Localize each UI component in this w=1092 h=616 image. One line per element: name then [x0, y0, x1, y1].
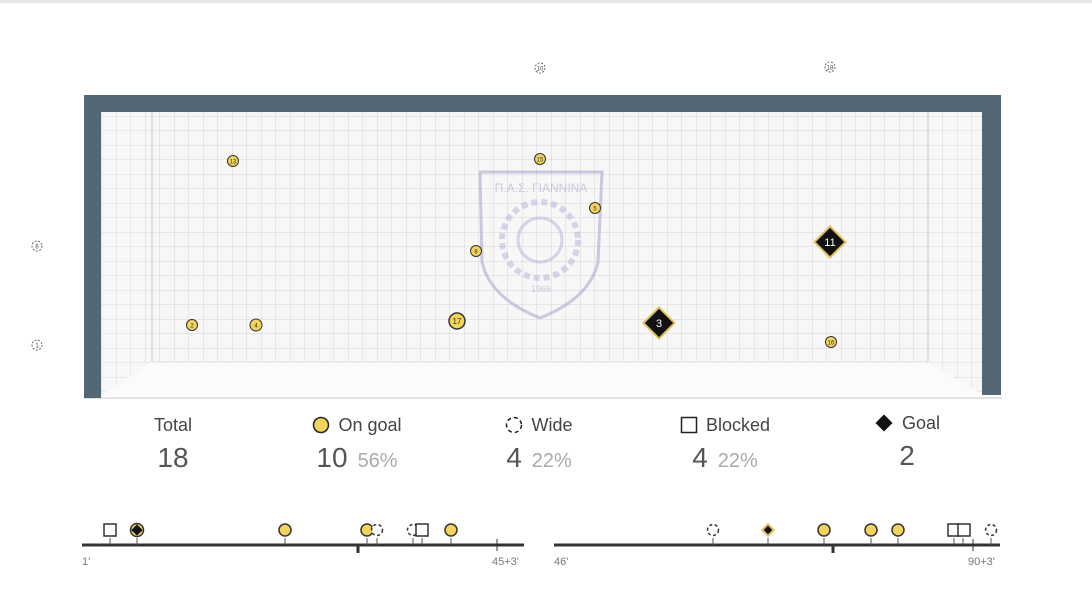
wide-marker[interactable]: 1 [31, 339, 43, 351]
stat-blocked[interactable]: Blocked 4 22% [650, 408, 800, 474]
stat-wide[interactable]: Wide 4 22% [464, 408, 614, 474]
second-half-end-label: 90+3' [968, 556, 995, 568]
stat-on-goal[interactable]: On goal 10 56% [282, 408, 432, 474]
timeline-on-goal-marker[interactable] [864, 523, 878, 537]
shot-marker[interactable]: 17 [448, 312, 466, 330]
stat-blocked-label: Blocked [705, 414, 771, 435]
net-grid-right [928, 112, 984, 396]
stat-total-label: Total [153, 414, 193, 435]
wide-marker[interactable]: 18 [824, 61, 836, 73]
timeline-goal-marker[interactable] [760, 522, 776, 538]
timeline-blocked-marker[interactable] [103, 523, 117, 537]
svg-text:5: 5 [593, 206, 597, 212]
timeline-wide-marker[interactable] [984, 523, 998, 537]
goal-marker[interactable]: 3 [642, 306, 676, 340]
svg-text:16: 16 [828, 340, 835, 346]
timeline-blocked-marker[interactable] [957, 523, 971, 537]
second-half-start-label: 46' [554, 556, 568, 568]
shot-marker[interactable]: 15 [534, 153, 546, 165]
svg-text:6: 6 [35, 245, 39, 251]
wide-marker[interactable]: 10 [534, 62, 546, 74]
stat-on-goal-label: On goal [338, 414, 402, 435]
crest-year: 1966 [531, 284, 551, 294]
svg-text:8: 8 [474, 249, 478, 255]
timeline-blocked-marker[interactable] [415, 523, 429, 537]
net-grid-left [100, 112, 152, 396]
shot-timeline: 1' 45+3' 46' 90+3' [82, 522, 1000, 568]
stat-total-value: 18 [157, 442, 189, 473]
timeline-on-goal-marker[interactable] [891, 523, 905, 537]
wide-marker[interactable]: 6 [31, 240, 43, 252]
shot-marker[interactable]: 13 [227, 155, 239, 167]
stat-goal-label: Goal [901, 412, 941, 433]
crest-text: Π.Α.Σ. ΓΙΑΝΝΙΝΑ [495, 181, 588, 195]
timeline-goal-marker[interactable] [129, 522, 145, 538]
stat-wide-pct: 22% [531, 450, 572, 472]
svg-text:18: 18 [827, 66, 834, 72]
timeline-on-goal-marker[interactable] [817, 523, 831, 537]
net-grid-back [152, 112, 928, 362]
goal-icon [875, 414, 893, 432]
wide-icon [506, 416, 523, 434]
svg-text:11: 11 [824, 237, 835, 249]
first-half-end-label: 45+3' [492, 556, 519, 568]
svg-text:4: 4 [254, 323, 258, 329]
svg-text:10: 10 [537, 67, 544, 73]
svg-text:1: 1 [35, 344, 39, 350]
stat-blocked-value: 4 [692, 442, 708, 473]
timeline-wide-marker[interactable] [370, 523, 384, 537]
shot-marker[interactable]: 16 [825, 336, 837, 348]
stat-wide-value: 4 [506, 442, 522, 473]
stat-total: Total 18 [98, 408, 248, 474]
timeline-on-goal-marker[interactable] [278, 523, 292, 537]
stat-wide-label: Wide [531, 414, 573, 435]
stat-on-goal-value: 10 [316, 442, 348, 473]
svg-text:17: 17 [453, 317, 462, 326]
shot-marker[interactable]: 5 [589, 202, 601, 214]
top-divider [0, 0, 1092, 3]
stat-blocked-pct: 22% [717, 450, 758, 472]
svg-text:2: 2 [190, 323, 194, 329]
shot-marker[interactable]: 8 [470, 245, 482, 257]
goal-frame: Π.Α.Σ. ΓΙΑΝΝΙΝΑ 1966 10 18 6 1 13 15 5 8… [31, 61, 1002, 399]
stat-on-goal-pct: 56% [357, 450, 398, 472]
goal-ground [100, 362, 984, 396]
stat-goal[interactable]: Goal 2 [832, 406, 982, 472]
shot-marker[interactable]: 4 [249, 318, 263, 332]
svg-text:15: 15 [537, 157, 544, 163]
first-half-start-label: 1' [82, 556, 90, 568]
shot-marker[interactable]: 2 [186, 319, 198, 331]
timeline-wide-marker[interactable] [706, 523, 720, 537]
stat-goal-value: 2 [899, 440, 915, 471]
svg-text:13: 13 [230, 159, 237, 165]
club-crest: Π.Α.Σ. ΓΙΑΝΝΙΝΑ 1966 [478, 170, 604, 320]
blocked-icon [680, 416, 698, 434]
svg-text:3: 3 [656, 318, 662, 330]
goal-marker[interactable]: 11 [813, 225, 847, 259]
on-goal-icon [313, 416, 330, 434]
timeline-on-goal-marker[interactable] [444, 523, 458, 537]
